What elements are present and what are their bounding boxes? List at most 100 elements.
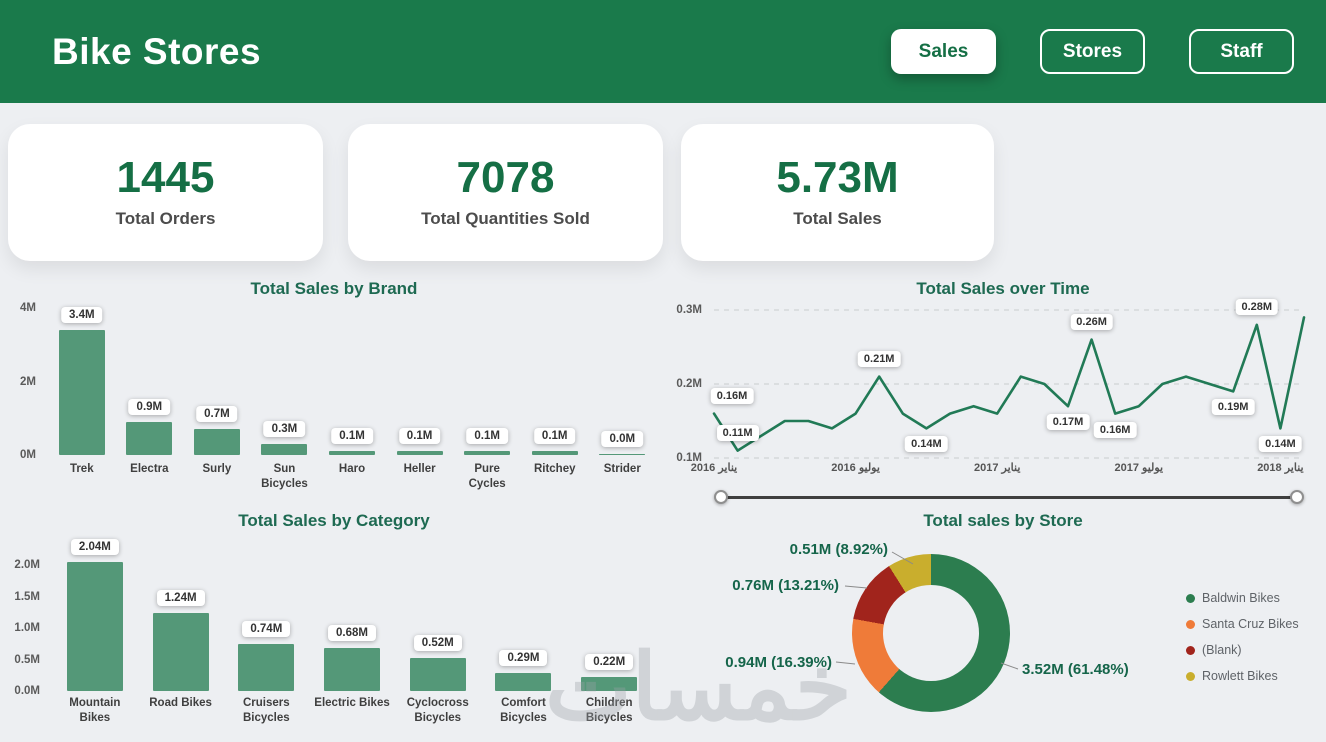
- bar[interactable]: [238, 644, 295, 691]
- nav-sales-button[interactable]: Sales: [891, 29, 996, 74]
- x-axis-label: Children Bicycles: [585, 697, 633, 724]
- legend-item[interactable]: Rowlett Bikes: [1186, 668, 1299, 684]
- bar-value-label: 1.24M: [156, 589, 205, 606]
- kpi-value: 5.73M: [776, 153, 899, 202]
- y-axis-label: 1.5M: [14, 590, 40, 603]
- slider-handle-start[interactable]: [714, 490, 728, 504]
- bar[interactable]: [495, 672, 552, 691]
- x-axis-label: Strider: [603, 463, 641, 475]
- y-axis-label: 1.0M: [14, 622, 40, 634]
- x-axis-label: يناير 2017: [973, 462, 1021, 474]
- x-axis-label: Haro: [338, 463, 366, 475]
- y-axis: 0.3M 0.2M 0.1M: [676, 304, 708, 464]
- x-axis-label: يوليو 2016: [831, 462, 880, 474]
- legend-item[interactable]: Santa Cruz Bikes: [1186, 616, 1299, 632]
- bar-value-label: 0.7M: [196, 406, 238, 423]
- x-axis-label: يوليو 2017: [1114, 462, 1164, 474]
- slider-handle-end[interactable]: [1290, 490, 1304, 504]
- kpi-value: 7078: [456, 153, 555, 202]
- sales-line[interactable]: [712, 309, 1306, 459]
- bar-slot: 0.68M: [309, 565, 395, 691]
- bar[interactable]: [464, 451, 511, 455]
- bar-slot: 2.04M: [52, 539, 138, 691]
- bar-value-label: 0.1M: [533, 428, 576, 445]
- line-point-label: 0.16M: [1093, 421, 1137, 438]
- chart-title: Total Sales by Brand: [250, 279, 418, 298]
- bar-slot: 0.1M: [318, 308, 386, 455]
- bar-series: 3.4M 0.9M 0.7M 0.3M 0.1M 0.1M 0.1M 0.1M 0.0M: [48, 307, 656, 455]
- donut-chart[interactable]: [852, 554, 1010, 712]
- bar[interactable]: [193, 429, 240, 455]
- donut-callout-blank: 0.76M (13.21%): [732, 577, 839, 594]
- bar[interactable]: [599, 453, 646, 455]
- donut-legend: Baldwin Bikes Santa Cruz Bikes (Blank) Rowl…: [1186, 590, 1299, 684]
- line-point-label: 0.14M: [905, 436, 948, 453]
- bar[interactable]: [66, 562, 123, 691]
- nav: Sales Stores Staff: [891, 29, 1294, 74]
- bar[interactable]: [531, 451, 578, 455]
- y-axis-label: 2.0M: [14, 559, 40, 571]
- bar-slot: 0.52M: [395, 565, 481, 691]
- x-axis-label: Electra: [130, 463, 169, 475]
- nav-staff-button[interactable]: Staff: [1189, 29, 1294, 74]
- bar-value-label: 2.04M: [70, 539, 119, 556]
- bar-slot: 0.9M: [116, 308, 184, 455]
- y-axis: 4M 2M 0M: [8, 302, 42, 461]
- donut-callout-santa-cruz: 0.94M (16.39%): [725, 654, 832, 671]
- bar[interactable]: [126, 421, 173, 455]
- x-axis-label: Comfort Bicycles: [500, 697, 547, 724]
- bar[interactable]: [409, 658, 466, 691]
- line-point-label: 0.17M: [1046, 414, 1090, 431]
- y-axis: 2.0M 1.5M 1.0M 0.5M 0.0M: [8, 559, 46, 697]
- bar-value-label: 0.1M: [331, 428, 373, 445]
- bar-value-label: 3.4M: [60, 307, 103, 324]
- bar[interactable]: [261, 443, 308, 455]
- bar-slot: 0.29M: [481, 565, 567, 691]
- bar-value-label: 0.1M: [398, 428, 441, 445]
- nav-stores-button[interactable]: Stores: [1040, 29, 1145, 74]
- line-point-label: 0.28M: [1235, 298, 1279, 315]
- x-axis-label: Ritchey: [533, 463, 576, 475]
- bar-slot: 0.3M: [251, 308, 319, 455]
- bar[interactable]: [581, 677, 638, 691]
- y-axis-label: 0M: [20, 449, 36, 461]
- bar-slot: 3.4M: [48, 307, 116, 455]
- bar-slot: 0.74M: [223, 565, 309, 691]
- header: Bike Stores Sales Stores Staff: [0, 0, 1326, 103]
- bar[interactable]: [329, 451, 376, 455]
- y-axis-label: 0.3M: [676, 304, 702, 316]
- legend-item[interactable]: Baldwin Bikes: [1186, 590, 1299, 606]
- kpi-label: Total Orders: [115, 209, 216, 228]
- line-point-label: 0.21M: [857, 350, 901, 367]
- bar-slot: 0.7M: [183, 308, 251, 455]
- legend-label: (Blank): [1202, 643, 1242, 657]
- chart-total-sales-by-store: Total sales by Store 0.51M (8.92%) 0.76M…: [680, 506, 1326, 742]
- bar[interactable]: [152, 612, 209, 691]
- chart-title: Total Sales by Category: [238, 511, 430, 530]
- x-axis: يناير 2016 يوليو 2016 يناير 2017 يوليو 2017…: [691, 460, 1304, 476]
- x-axis-label: Trek: [69, 463, 94, 475]
- kpi-card-total-quantities: 7078 Total Quantities Sold: [348, 124, 663, 261]
- slider-track[interactable]: [719, 495, 1299, 499]
- bar-series: 2.04M 1.24M 0.74M 0.68M 0.52M 0.29M 0.22M: [52, 539, 652, 691]
- legend-label: Baldwin Bikes: [1202, 591, 1280, 605]
- legend-item[interactable]: (Blank): [1186, 642, 1299, 658]
- y-axis-label: 0.1M: [676, 452, 702, 464]
- bar-value-label: 0.3M: [263, 420, 306, 437]
- bar-value-label: 0.29M: [499, 649, 548, 666]
- bar[interactable]: [324, 648, 381, 691]
- date-range-slider[interactable]: [714, 490, 1304, 504]
- bar[interactable]: [58, 330, 105, 455]
- kpi-label: Total Quantities Sold: [421, 209, 590, 228]
- bar[interactable]: [396, 451, 443, 455]
- chart-total-sales-over-time: Total Sales over Time 0.3M 0.2M 0.1M 0.16M…: [676, 274, 1326, 506]
- bar-value-label: 0.0M: [601, 430, 644, 447]
- donut-callout-rowlett: 0.51M (8.92%): [789, 541, 888, 558]
- x-axis-label: Pure Cycles: [468, 463, 506, 490]
- kpi-label: Total Sales: [793, 209, 882, 228]
- x-axis-label: Mountain Bikes: [69, 697, 121, 724]
- legend-dot: [1186, 645, 1195, 655]
- line-point-label: 0.26M: [1070, 313, 1113, 330]
- x-axis-label: Surly: [202, 463, 232, 475]
- x-axis: Mountain Bikes Road Bikes Cruisers Bicycle…: [52, 696, 652, 726]
